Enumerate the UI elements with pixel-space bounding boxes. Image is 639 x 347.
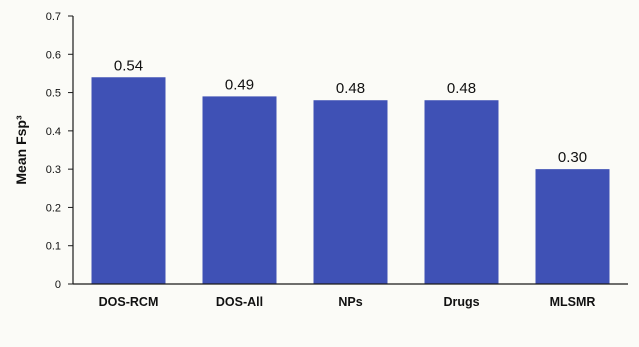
bar-nps xyxy=(313,100,388,284)
bar-value-label: 0.54 xyxy=(114,57,143,74)
y-tick-label: 0.2 xyxy=(46,202,61,214)
x-axis-labels: DOS-RCM DOS-All NPs Drugs MLSMR xyxy=(99,295,596,309)
bar-value-label: 0.30 xyxy=(558,149,587,166)
y-tick-label: 0.4 xyxy=(46,126,61,138)
y-tick-label: 0.6 xyxy=(46,49,61,61)
bar-value-label: 0.48 xyxy=(336,80,365,97)
bar-drugs xyxy=(424,100,499,284)
x-category-label: Drugs xyxy=(443,295,479,309)
y-tick-label: 0.1 xyxy=(46,241,61,253)
bar-value-label: 0.48 xyxy=(447,80,476,97)
y-tick-label: 0.3 xyxy=(46,164,61,176)
y-tick-label: 0.7 xyxy=(46,11,61,23)
bar-mlsmr xyxy=(535,169,610,284)
bar-dos-rcm xyxy=(91,77,166,284)
value-labels: 0.54 0.49 0.48 0.48 0.30 xyxy=(114,57,587,166)
bars xyxy=(91,77,610,285)
y-axis-title: Mean Fsp³ xyxy=(13,115,29,185)
y-tick-label: 0 xyxy=(55,279,61,291)
y-axis-ticks: 0 0.1 0.2 0.3 0.4 0.5 0.6 0.7 xyxy=(46,11,73,291)
x-category-label: DOS-RCM xyxy=(99,295,159,309)
bar-value-label: 0.49 xyxy=(225,76,254,93)
y-tick-label: 0.5 xyxy=(46,88,61,100)
bar-dos-all xyxy=(202,96,277,285)
x-category-label: DOS-All xyxy=(216,295,263,309)
x-category-label: MLSMR xyxy=(550,295,596,309)
x-category-label: NPs xyxy=(338,295,362,309)
